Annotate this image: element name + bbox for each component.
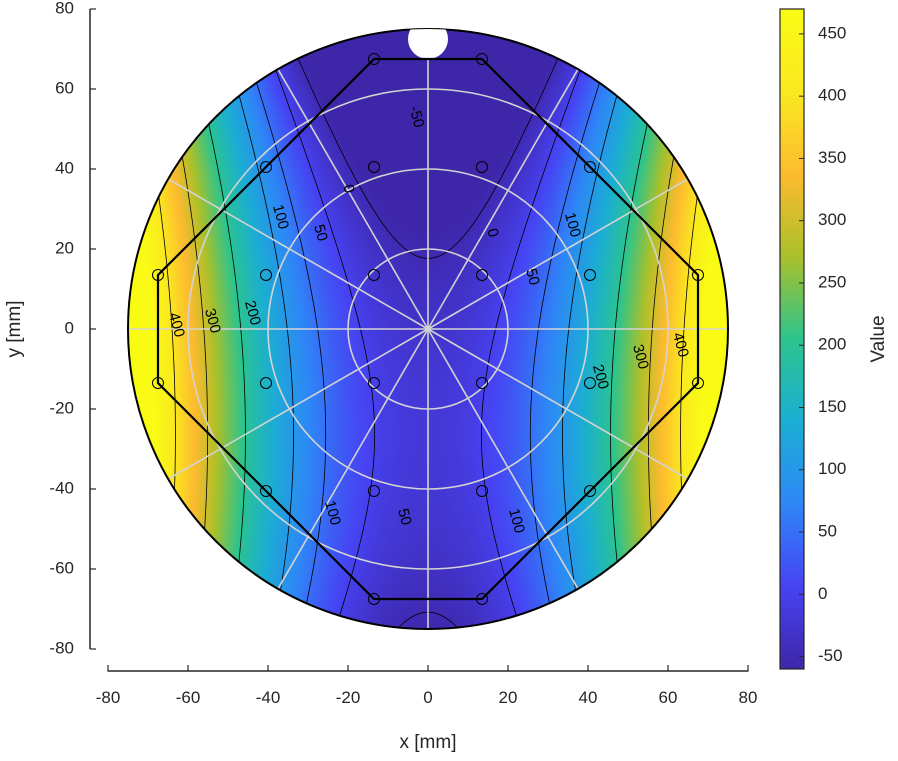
contour-label: 300 <box>201 307 224 336</box>
y-tick-label: 0 <box>65 318 74 337</box>
x-tick-label: 0 <box>423 688 432 707</box>
colorbar: Value -50 0 50 100 150 200 250 300 350 400 450 <box>779 8 889 670</box>
x-tick-label: -80 <box>96 688 121 707</box>
measurement-point <box>260 377 272 389</box>
colorbar-tick-label: 150 <box>818 397 846 416</box>
x-tick-label: -20 <box>336 688 361 707</box>
y-tick-label: 80 <box>55 0 74 17</box>
measurement-point <box>584 161 596 173</box>
contour-label: 100 <box>269 203 292 232</box>
colorbar-tick-label: 50 <box>818 522 837 541</box>
contour-label: 100 <box>561 211 584 240</box>
polar-grid-spoke <box>427 328 689 480</box>
measurement-point <box>368 53 380 65</box>
colorbar-tick-label: -50 <box>818 646 843 665</box>
measurement-point <box>476 269 488 281</box>
measurement-point <box>152 269 164 281</box>
measurement-point <box>476 377 488 389</box>
polar-grid-spoke <box>427 68 579 330</box>
measurement-point <box>476 161 488 173</box>
y-tick-label: 60 <box>55 78 74 97</box>
colorbar-tick-label: 250 <box>818 272 846 291</box>
y-tick-label: 40 <box>55 158 74 177</box>
y-tick-label: -20 <box>49 398 74 417</box>
contour-label: 200 <box>589 363 612 392</box>
colorbar-tick-label: 0 <box>818 584 827 603</box>
polar-grid <box>128 29 728 629</box>
measurement-point <box>260 269 272 281</box>
measurement-points <box>152 53 704 605</box>
y-axis-title: y [mm] <box>4 301 25 358</box>
measurement-point <box>584 377 596 389</box>
colorbar-tick-label: 100 <box>818 459 846 478</box>
y-tick-label: -80 <box>49 638 74 657</box>
polar-grid-spoke <box>167 328 429 480</box>
x-tick-label: 80 <box>739 688 758 707</box>
measurement-point <box>476 485 488 497</box>
x-tick-label: -60 <box>176 688 201 707</box>
contour-label: 50 <box>310 223 331 244</box>
measurement-point <box>584 269 596 281</box>
contour-label: 300 <box>629 343 652 372</box>
y-tick-label: -60 <box>49 558 74 577</box>
contour-label: 100 <box>505 507 528 536</box>
polar-grid-spoke <box>427 178 689 330</box>
colorbar-tick-label: 450 <box>818 23 846 42</box>
contour-label: 400 <box>165 311 188 340</box>
measurement-point <box>368 593 380 605</box>
x-tick-label: 40 <box>579 688 598 707</box>
measurement-point <box>152 377 164 389</box>
measurement-point <box>368 269 380 281</box>
contour-label: 200 <box>241 299 264 328</box>
measurement-point <box>368 161 380 173</box>
x-tick-label: 20 <box>499 688 518 707</box>
polar-grid-spoke <box>427 328 579 590</box>
y-tick-label: -40 <box>49 478 74 497</box>
axes: x [mm] y [mm] -80 -60 -40 -20 0 20 40 60 80 -80 -6… <box>4 0 757 753</box>
colorbar-tick-label: 200 <box>818 335 846 354</box>
measurement-point <box>584 485 596 497</box>
measurement-octagon <box>156 57 700 601</box>
contour-label: 400 <box>669 331 692 360</box>
measurement-point <box>368 485 380 497</box>
colorbar-tick-label: 300 <box>818 210 846 229</box>
polar-grid-spoke <box>277 68 429 330</box>
x-axis-title: x [mm] <box>400 732 457 753</box>
measurement-point <box>260 485 272 497</box>
polar-grid-spoke <box>277 328 429 590</box>
colorbar-tick-label: 350 <box>818 148 846 167</box>
colorbar-tick-label: 400 <box>818 86 846 105</box>
x-tick-label: 60 <box>659 688 678 707</box>
measurement-point <box>692 377 704 389</box>
measurement-point <box>476 593 488 605</box>
contour-label: 50 <box>522 267 543 288</box>
measurement-point <box>260 161 272 173</box>
measurement-point <box>368 377 380 389</box>
y-tick-label: 20 <box>55 238 74 257</box>
contour-label: 50 <box>394 507 415 528</box>
colorbar-title: Value <box>868 315 889 362</box>
polar-grid-spoke <box>167 178 429 330</box>
wafer-notch <box>408 29 448 59</box>
contour-label: 100 <box>321 499 344 528</box>
contour-label: -50 <box>405 104 427 129</box>
measurement-point <box>692 269 704 281</box>
measurement-point <box>476 53 488 65</box>
x-tick-label: -40 <box>256 688 281 707</box>
colorbar-gradient <box>779 8 805 670</box>
